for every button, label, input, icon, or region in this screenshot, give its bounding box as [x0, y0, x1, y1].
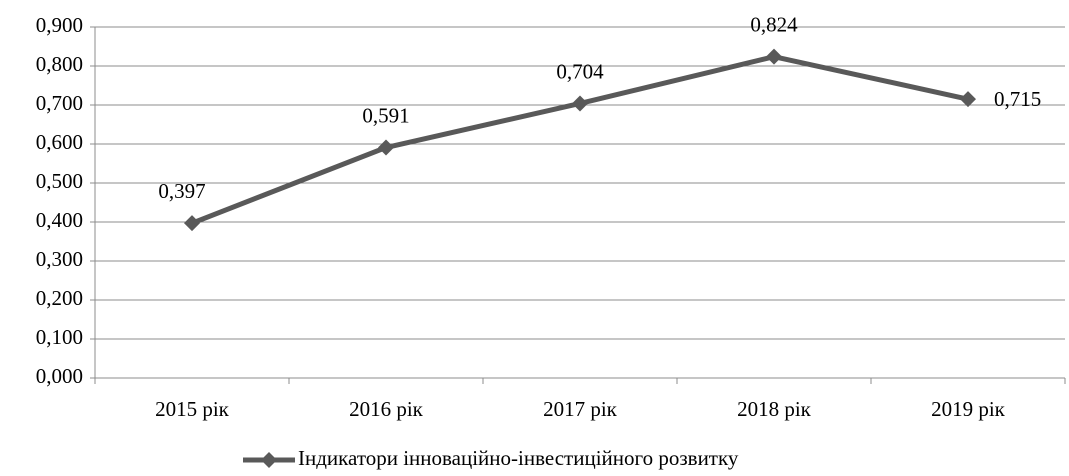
marker [378, 139, 394, 156]
marker [766, 48, 782, 65]
legend-label: Індикатори інноваційно-інвестиційного ро… [298, 446, 739, 470]
legend-marker [261, 452, 277, 468]
data-label: 0,397 [158, 179, 205, 203]
y-tick-label: 0,800 [36, 52, 83, 76]
y-tick-label: 0,100 [36, 325, 83, 349]
y-tick-label: 0,000 [36, 364, 83, 388]
y-tick-label: 0,600 [36, 130, 83, 154]
data-label: 0,715 [994, 87, 1041, 111]
marker [572, 95, 588, 112]
y-tick-label: 0,400 [36, 208, 83, 232]
x-tick-label: 2019 рік [931, 397, 1006, 421]
y-tick-label: 0,500 [36, 169, 83, 193]
x-tick-label: 2018 рік [737, 397, 812, 421]
marker [960, 91, 976, 108]
data-label: 0,591 [362, 103, 409, 127]
y-tick-label: 0,900 [36, 13, 83, 37]
y-tick-label: 0,200 [36, 286, 83, 310]
x-tick-label: 2017 рік [543, 397, 618, 421]
data-label: 0,704 [556, 59, 604, 83]
y-tick-label: 0,300 [36, 247, 83, 271]
data-label: 0,824 [750, 12, 798, 36]
marker [184, 215, 200, 232]
x-tick-label: 2016 рік [349, 397, 424, 421]
x-tick-label: 2015 рік [155, 397, 230, 421]
y-tick-label: 0,700 [36, 91, 83, 115]
